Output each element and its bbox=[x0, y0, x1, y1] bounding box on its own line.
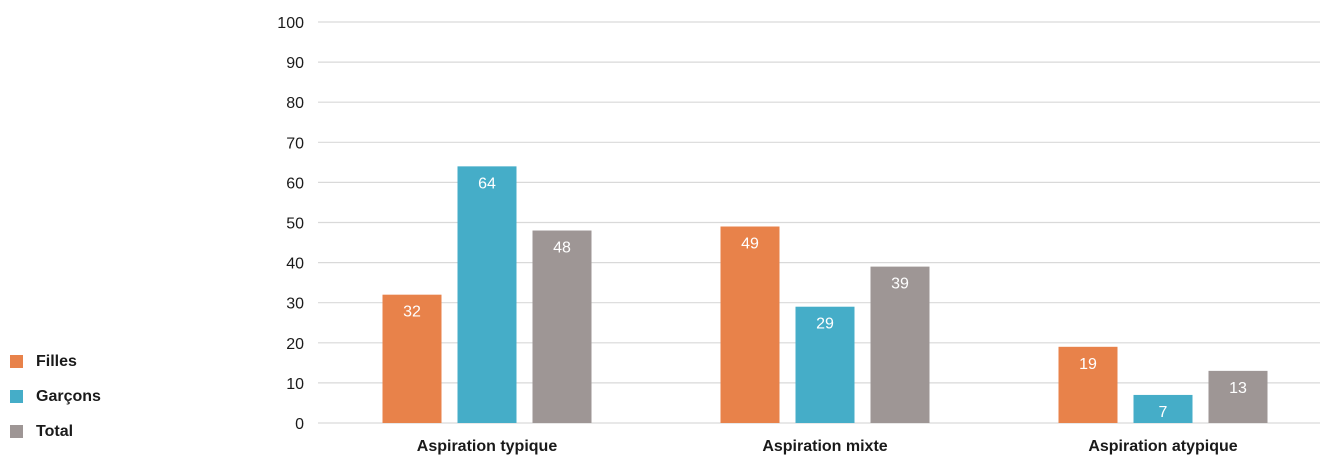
y-tick-label-50: 50 bbox=[286, 216, 304, 233]
legend-label-filles: Filles bbox=[36, 352, 77, 370]
bar-filles-2 bbox=[720, 226, 780, 423]
legend-label-total: Total bbox=[36, 422, 74, 440]
y-tick-label-0: 0 bbox=[295, 416, 304, 433]
value-label-gar-ons-2: 29 bbox=[816, 316, 834, 333]
legend-swatch-total bbox=[10, 425, 23, 438]
y-tick-label-10: 10 bbox=[286, 376, 304, 393]
legend-swatch-filles bbox=[10, 355, 23, 368]
bar-filles-3 bbox=[1058, 346, 1118, 423]
legend-item-garcons: Garçons bbox=[10, 379, 170, 414]
value-label-gar-ons-3: 7 bbox=[1159, 404, 1168, 421]
bar-filles-1 bbox=[382, 294, 442, 423]
bar-total-3 bbox=[1208, 370, 1268, 423]
y-tick-label-20: 20 bbox=[286, 336, 304, 353]
bar-gar-ons-2 bbox=[795, 306, 855, 423]
value-label-filles-1: 32 bbox=[403, 304, 421, 321]
bar-total-1 bbox=[532, 230, 592, 423]
y-tick-label-100: 100 bbox=[277, 15, 304, 32]
category-label-1: Aspiration typique bbox=[417, 438, 558, 455]
bar-gar-ons-1 bbox=[457, 166, 517, 424]
legend-swatch-garcons bbox=[10, 390, 23, 403]
legend-item-total: Total bbox=[10, 414, 170, 449]
value-label-filles-3: 19 bbox=[1079, 356, 1097, 373]
category-label-3: Aspiration atypique bbox=[1088, 438, 1237, 455]
value-label-gar-ons-1: 64 bbox=[478, 175, 496, 192]
y-tick-label-70: 70 bbox=[286, 135, 304, 152]
y-tick-label-90: 90 bbox=[286, 55, 304, 72]
y-tick-label-40: 40 bbox=[286, 256, 304, 273]
category-label-2: Aspiration mixte bbox=[762, 438, 887, 455]
legend: Filles Garçons Total bbox=[10, 344, 170, 449]
value-label-total-2: 39 bbox=[891, 276, 909, 293]
y-tick-label-80: 80 bbox=[286, 95, 304, 112]
value-label-total-3: 13 bbox=[1229, 380, 1247, 397]
bar-total-2 bbox=[870, 266, 930, 423]
value-label-total-1: 48 bbox=[553, 240, 571, 257]
legend-label-garcons: Garçons bbox=[36, 387, 101, 405]
legend-item-filles: Filles bbox=[10, 344, 170, 379]
y-tick-label-60: 60 bbox=[286, 175, 304, 192]
value-label-filles-2: 49 bbox=[741, 236, 759, 253]
y-tick-label-30: 30 bbox=[286, 296, 304, 313]
bar-gar-ons-3 bbox=[1133, 394, 1193, 423]
